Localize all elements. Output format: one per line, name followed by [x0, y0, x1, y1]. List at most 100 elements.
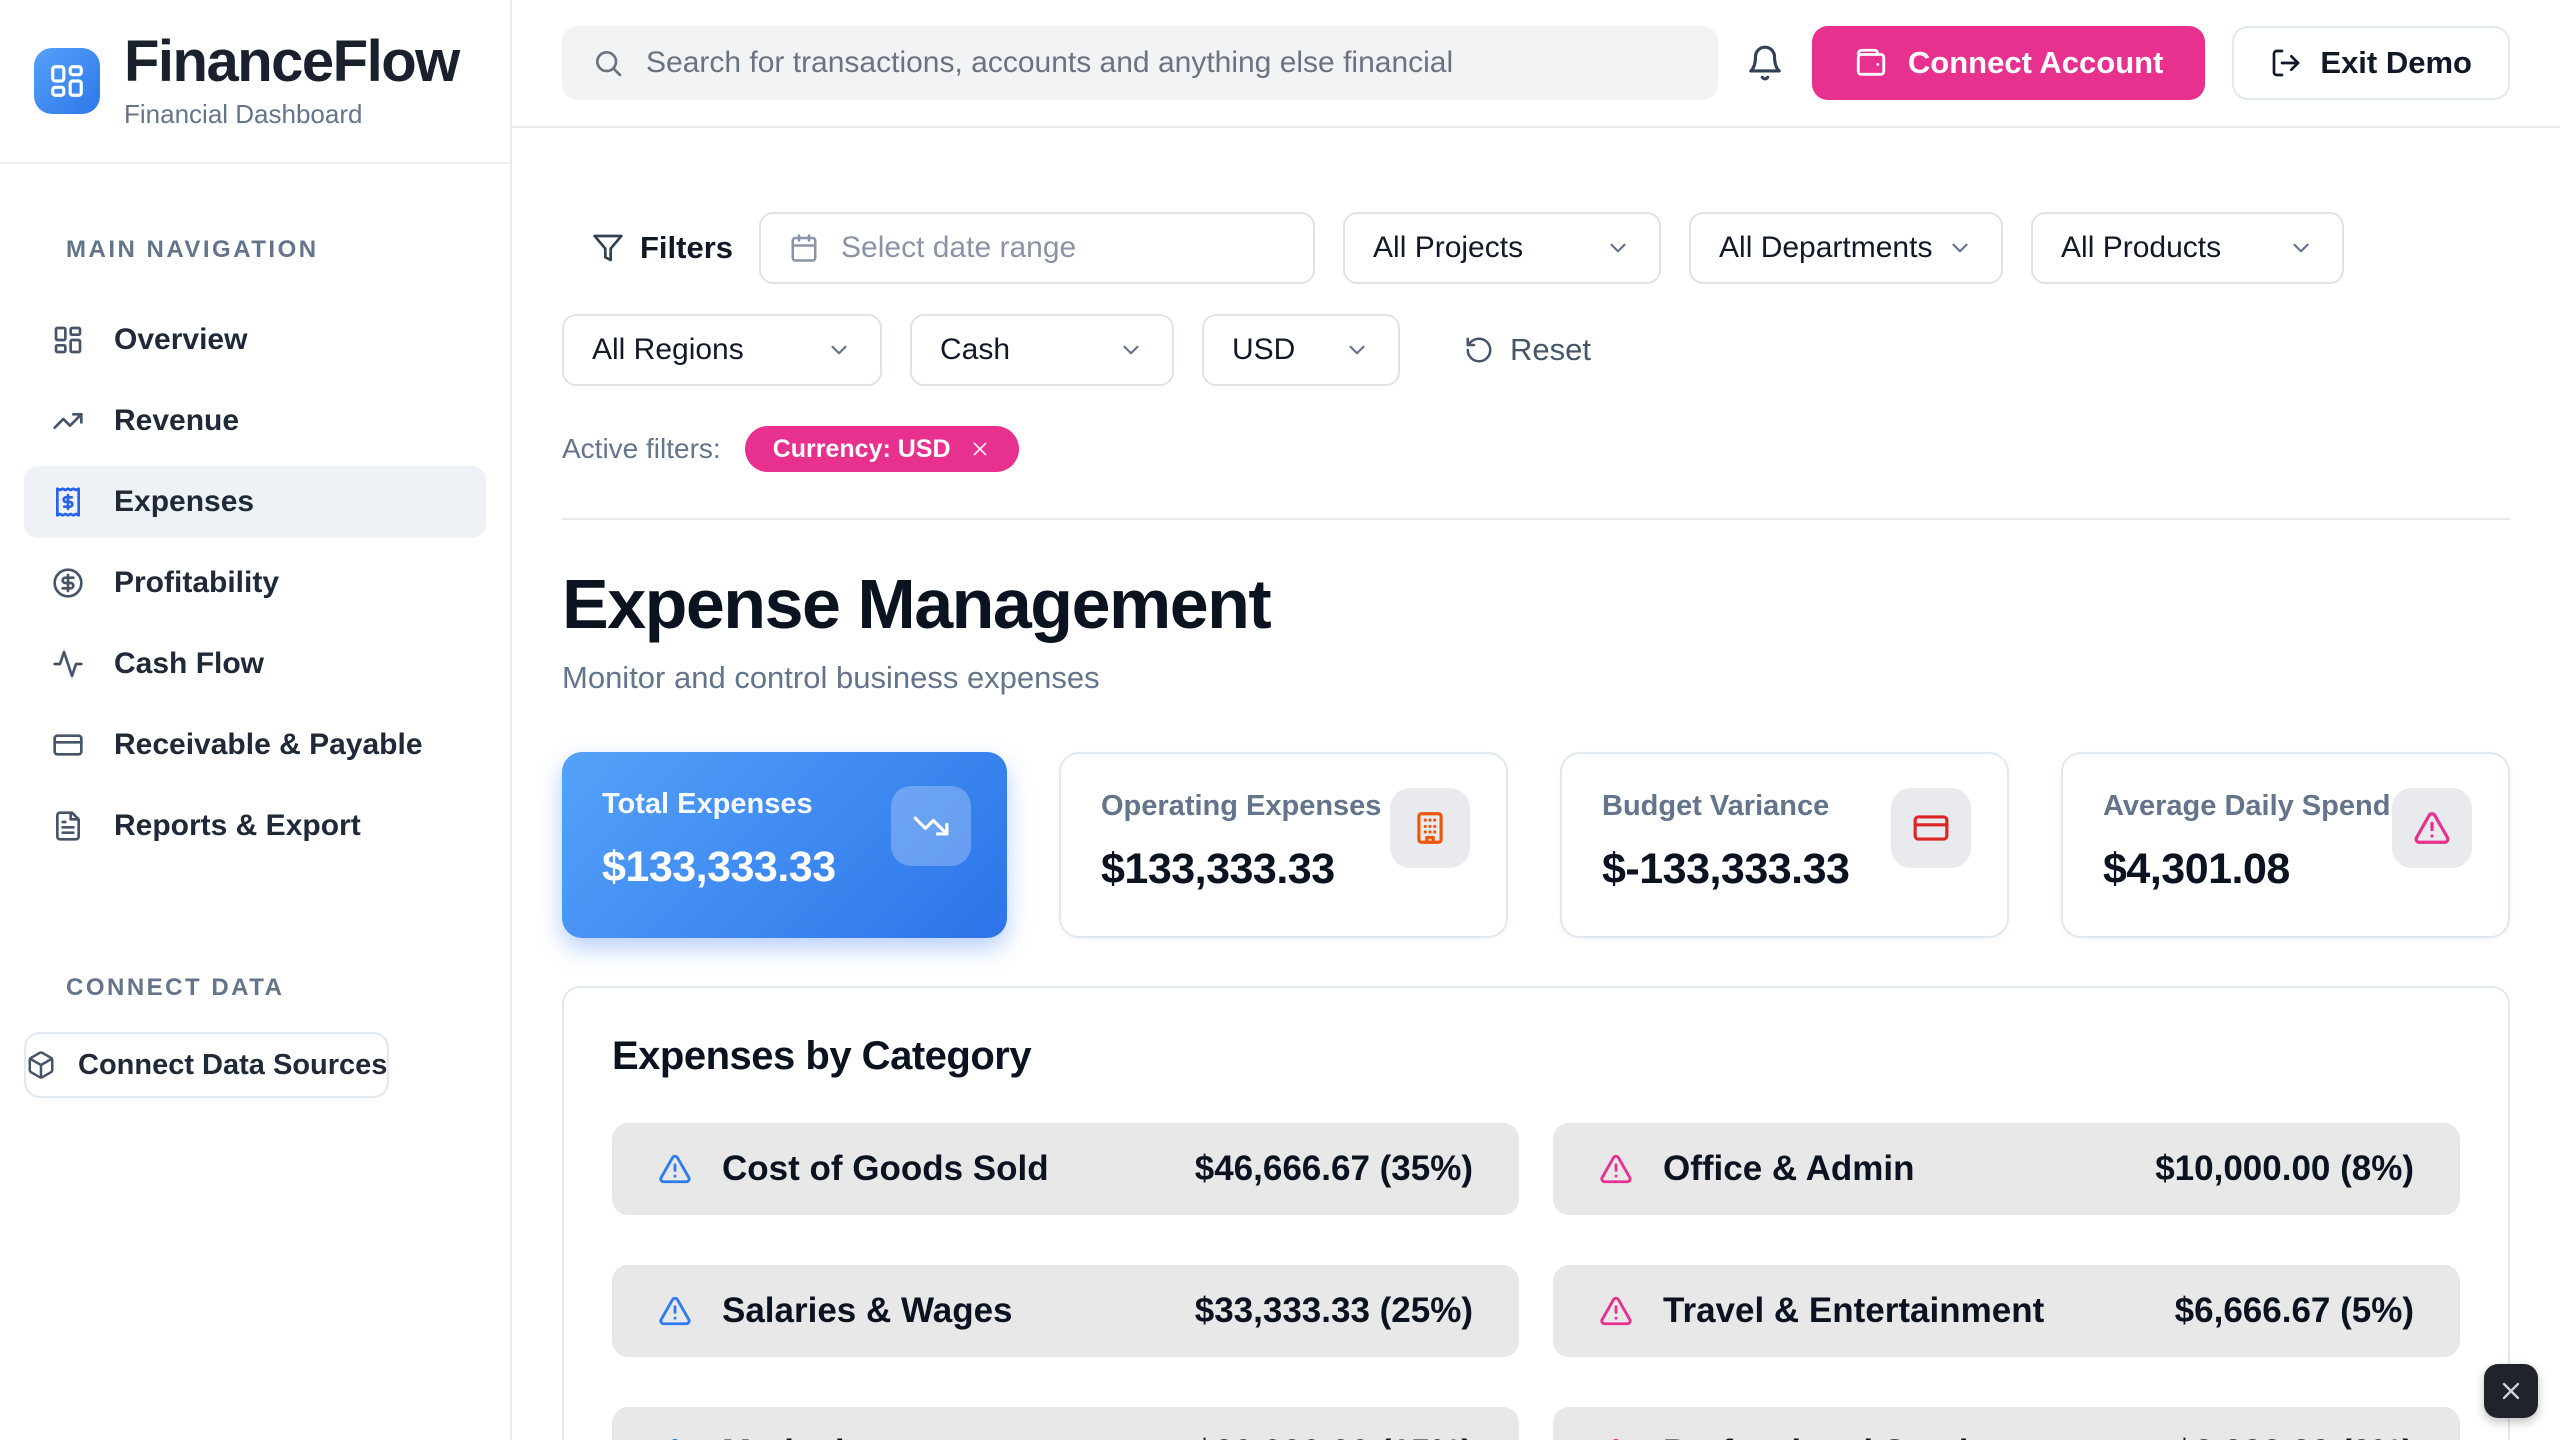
- category-row-travel-entertainment[interactable]: Travel & Entertainment $6,666.67 (5%): [1553, 1265, 2460, 1357]
- expenses-by-category-title: Expenses by Category: [612, 1034, 1032, 1078]
- sidebar: FinanceFlow Financial Dashboard MAIN NAV…: [0, 0, 512, 1440]
- projects-dropdown[interactable]: All Projects: [1343, 212, 1662, 284]
- active-filters-row: Active filters: Currency: USD: [562, 426, 2510, 472]
- connect-data-header: CONNECT DATA: [66, 974, 285, 1001]
- stat-card-budget-variance[interactable]: Budget Variance $-133,333.33: [1560, 752, 2009, 938]
- stat-card-average-daily-spend[interactable]: Average Daily Spend $4,301.08: [2061, 752, 2510, 938]
- products-dropdown[interactable]: All Products: [2031, 212, 2345, 284]
- currency-dropdown-value: USD: [1232, 333, 1296, 366]
- alert-triangle-icon: [658, 1294, 692, 1328]
- building-icon: [1390, 788, 1470, 868]
- stat-card-total-expenses[interactable]: Total Expenses $133,333.33: [562, 752, 1007, 938]
- currency-dropdown[interactable]: USD: [1202, 314, 1400, 386]
- sidebar-item-receivable-payable[interactable]: Receivable & Payable: [24, 709, 486, 781]
- reset-filters-button[interactable]: Reset: [1464, 332, 1591, 368]
- category-value: $33,333.33 (25%): [1194, 1291, 1473, 1330]
- credit-card-icon: [52, 729, 84, 761]
- sidebar-item-revenue[interactable]: Revenue: [24, 385, 486, 457]
- regions-dropdown[interactable]: All Regions: [562, 314, 882, 386]
- sidebar-item-cash-flow[interactable]: Cash Flow: [24, 628, 486, 700]
- sidebar-item-profitability[interactable]: Profitability: [24, 547, 486, 619]
- global-search[interactable]: [562, 26, 1718, 100]
- sidebar-item-label: Expenses: [114, 485, 255, 518]
- remove-filter-x-icon[interactable]: [969, 438, 991, 460]
- box-icon: [26, 1050, 56, 1080]
- trending-up-icon: [52, 405, 84, 437]
- currency-filter-chip[interactable]: Currency: USD: [744, 426, 1019, 472]
- rotate-ccw-icon: [1464, 335, 1494, 365]
- stat-cards-row: Total Expenses $133,333.33 Operating Exp…: [562, 752, 2510, 938]
- accounting-method-dropdown[interactable]: Cash: [910, 314, 1174, 386]
- category-value: $46,666.67 (35%): [1194, 1149, 1473, 1188]
- category-name: Marketing: [722, 1433, 1165, 1440]
- alert-triangle-icon: [1599, 1294, 1633, 1328]
- sidebar-item-label: Profitability: [114, 566, 280, 599]
- accounting-method-value: Cash: [940, 333, 1011, 366]
- sidebar-item-expenses[interactable]: Expenses: [24, 466, 486, 538]
- main-navigation: Overview Revenue Expenses: [24, 304, 486, 862]
- category-name: Professional Services: [1663, 1433, 2145, 1440]
- app-subtitle: Financial Dashboard: [124, 98, 363, 129]
- category-name: Cost of Goods Sold: [722, 1149, 1049, 1188]
- category-value: $20,000.00 (15%): [1195, 1433, 1473, 1440]
- chevron-down-icon: [2288, 235, 2314, 261]
- expenses-by-category-card: Expenses by Category Cost of Goods Sold …: [562, 986, 2510, 1440]
- stat-label: Total Expenses: [602, 788, 813, 820]
- departments-dropdown-value: All Departments: [1719, 231, 1933, 264]
- notifications-bell-icon[interactable]: [1746, 44, 1784, 82]
- alert-triangle-icon: [658, 1436, 692, 1440]
- stat-value: $-133,333.33: [1602, 845, 1850, 893]
- activity-icon: [52, 648, 84, 680]
- stat-value: $133,333.33: [602, 843, 836, 891]
- category-name: Travel & Entertainment: [1663, 1291, 2045, 1330]
- sidebar-item-label: Overview: [114, 323, 248, 356]
- chevron-down-icon: [1947, 235, 1973, 261]
- sidebar-item-label: Cash Flow: [114, 647, 265, 680]
- category-row-marketing[interactable]: Marketing $20,000.00 (15%): [612, 1407, 1519, 1440]
- category-value: $3,333.33 (3%): [2175, 1433, 2414, 1440]
- connect-account-button[interactable]: Connect Account: [1811, 26, 2206, 100]
- nav-section-header: MAIN NAVIGATION: [66, 236, 319, 263]
- sidebar-item-reports-export[interactable]: Reports & Export: [24, 790, 486, 862]
- filters-row-2: All Regions Cash USD Reset: [562, 314, 2510, 386]
- departments-dropdown[interactable]: All Departments: [1689, 212, 2004, 284]
- exit-demo-button[interactable]: Exit Demo: [2232, 26, 2510, 100]
- date-range-field[interactable]: [759, 212, 1316, 284]
- receipt-icon: [52, 486, 84, 518]
- brand-text: FinanceFlow Financial Dashboard: [124, 29, 460, 130]
- category-row-cost-of-goods-sold[interactable]: Cost of Goods Sold $46,666.67 (35%): [612, 1123, 1519, 1215]
- category-row-office-admin[interactable]: Office & Admin $10,000.00 (8%): [1553, 1123, 2460, 1215]
- filters-row-1: Filters All Projects All Departments All…: [562, 212, 2510, 284]
- regions-dropdown-value: All Regions: [592, 333, 744, 366]
- dashboard-icon: [52, 324, 84, 356]
- sidebar-item-label: Receivable & Payable: [114, 728, 423, 761]
- category-row-professional-services[interactable]: Professional Services $3,333.33 (3%): [1553, 1407, 2460, 1440]
- credit-card-icon: [1891, 788, 1971, 868]
- alert-triangle-icon: [1599, 1152, 1633, 1186]
- category-row-salaries-wages[interactable]: Salaries & Wages $33,333.33 (25%): [612, 1265, 1519, 1357]
- section-divider: [562, 518, 2510, 520]
- search-input[interactable]: [646, 46, 1688, 80]
- currency-chip-label: Currency: USD: [772, 434, 951, 463]
- chevron-down-icon: [826, 337, 852, 363]
- filter-funnel-icon: [592, 232, 624, 264]
- stat-label: Operating Expenses: [1101, 790, 1382, 822]
- chevron-down-icon: [1344, 337, 1370, 363]
- sidebar-item-overview[interactable]: Overview: [24, 304, 486, 376]
- connect-data-sources-button[interactable]: Connect Data Sources: [24, 1032, 390, 1098]
- app-title: FinanceFlow: [124, 29, 460, 95]
- calendar-icon: [789, 233, 819, 263]
- stat-card-operating-expenses[interactable]: Operating Expenses $133,333.33: [1059, 752, 1508, 938]
- brand-header: FinanceFlow Financial Dashboard: [0, 0, 510, 164]
- connect-account-label: Connect Account: [1907, 45, 2164, 80]
- circle-dollar-icon: [52, 567, 84, 599]
- stat-value: $133,333.33: [1101, 845, 1335, 893]
- close-overlay-button[interactable]: [2484, 1364, 2538, 1418]
- stat-value: $4,301.08: [2103, 845, 2290, 893]
- category-grid: Cost of Goods Sold $46,666.67 (35%) Offi…: [612, 1123, 2460, 1440]
- date-range-input[interactable]: [841, 231, 1286, 265]
- projects-dropdown-value: All Projects: [1373, 231, 1524, 264]
- main-content: Filters All Projects All Departments All…: [512, 0, 2560, 1440]
- category-name: Office & Admin: [1663, 1149, 1915, 1188]
- alert-triangle-icon: [2392, 788, 2472, 868]
